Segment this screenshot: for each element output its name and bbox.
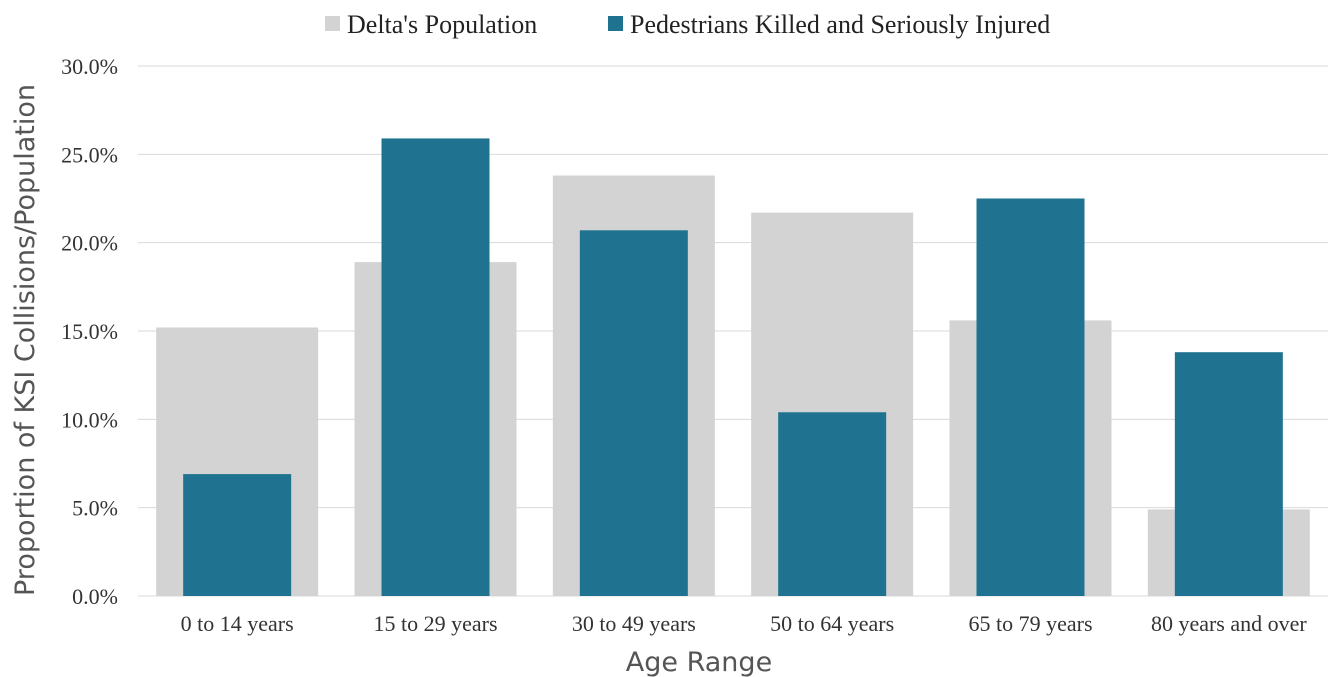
bar-pedestrians-ksi [1174,352,1283,596]
y-tick-label: 15.0% [61,319,118,344]
y-axis-ticks: 0.0% 5.0% 10.0% 15.0% 20.0% 25.0% 30.0% [61,54,118,609]
legend: Delta's Population Pedestrians Killed an… [325,10,1050,39]
y-tick-label: 5.0% [72,496,118,521]
legend-label-pedestrians: Pedestrians Killed and Seriously Injured [630,10,1050,39]
legend-swatch-population [325,16,340,31]
x-tick-label: 65 to 79 years [968,611,1092,636]
x-tick-label: 15 to 29 years [373,611,497,636]
y-tick-label: 20.0% [61,231,118,256]
bar-pedestrians-ksi [381,138,490,596]
x-tick-label: 80 years and over [1151,611,1307,636]
bar-pedestrians-ksi [778,412,887,596]
legend-swatch-pedestrians [608,16,623,31]
y-tick-label: 10.0% [61,407,118,432]
y-tick-label: 0.0% [72,584,118,609]
gridlines [138,65,1328,597]
y-tick-label: 25.0% [61,142,118,167]
bar-pedestrians-ksi [976,198,1085,596]
x-axis-title: Age Range [626,647,772,677]
bar-pedestrians-ksi [579,230,688,597]
x-tick-label: 30 to 49 years [572,611,696,636]
x-tick-label: 50 to 64 years [770,611,894,636]
x-tick-label: 0 to 14 years [181,611,294,636]
y-tick-label: 30.0% [61,54,118,79]
bars [156,138,1310,597]
x-axis-ticks: 0 to 14 years 15 to 29 years 30 to 49 year… [181,611,1308,636]
bar-pedestrians-ksi [183,474,292,596]
legend-label-population: Delta's Population [347,10,537,39]
y-axis-title: Proportion of KSI Collisions/Population [10,84,41,596]
